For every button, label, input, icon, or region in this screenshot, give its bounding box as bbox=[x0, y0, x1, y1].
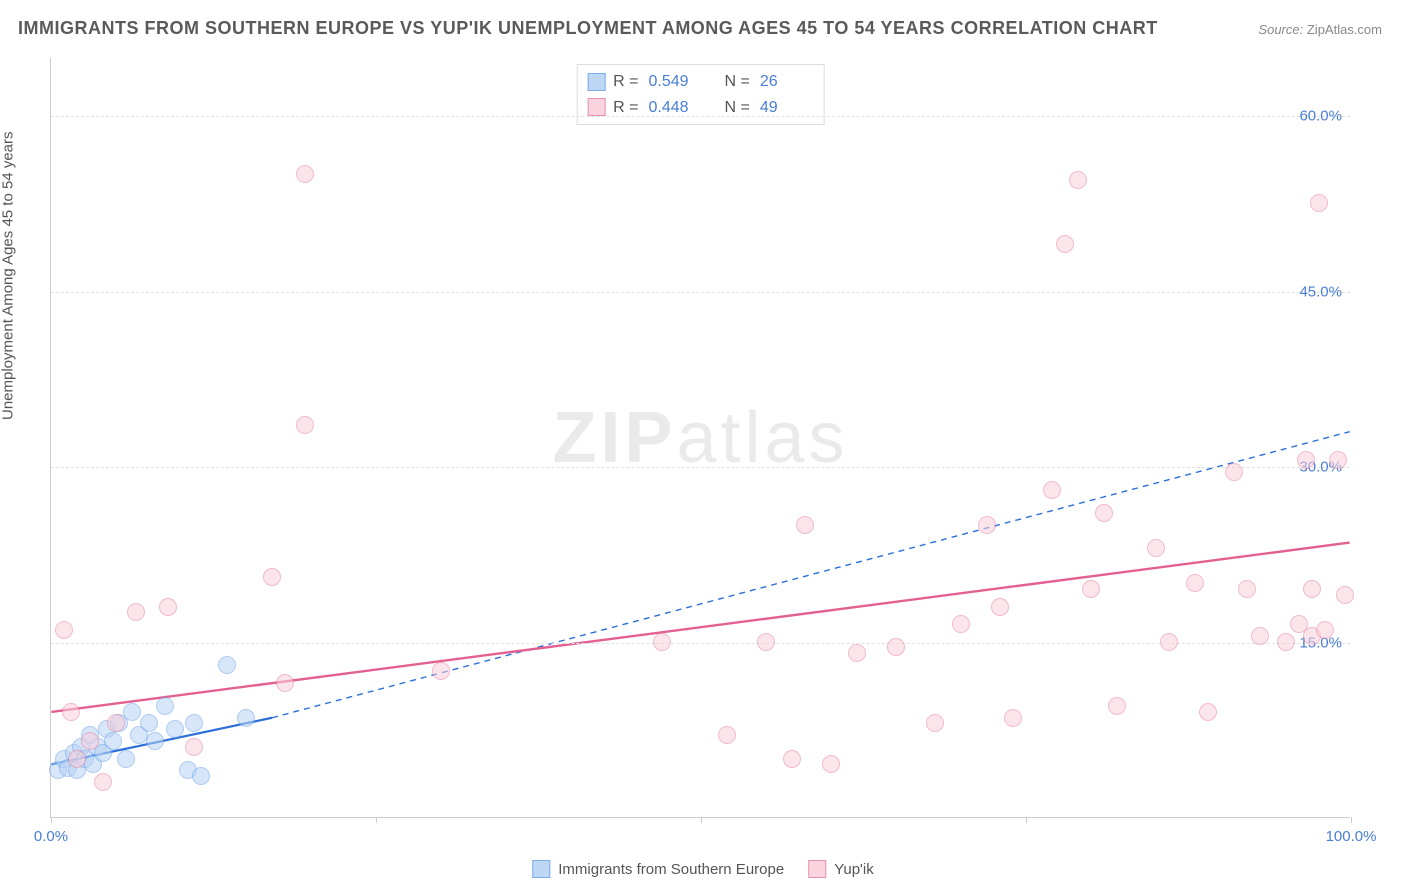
data-point-s2 bbox=[1238, 580, 1256, 598]
legend-row-s1: R = 0.549 N = 26 bbox=[587, 69, 814, 95]
legend-swatch-s1 bbox=[587, 73, 605, 91]
data-point-s2 bbox=[263, 568, 281, 586]
x-tick bbox=[376, 817, 377, 823]
data-point-s2 bbox=[1069, 171, 1087, 189]
data-point-s2 bbox=[1004, 709, 1022, 727]
data-point-s2 bbox=[107, 714, 125, 732]
gridline bbox=[51, 292, 1350, 293]
data-point-s1 bbox=[104, 732, 122, 750]
data-point-s1 bbox=[156, 697, 174, 715]
x-tick-label: 100.0% bbox=[1326, 828, 1377, 845]
data-point-s2 bbox=[1316, 621, 1334, 639]
data-point-s2 bbox=[68, 750, 86, 768]
data-point-s1 bbox=[117, 750, 135, 768]
data-point-s2 bbox=[718, 726, 736, 744]
source-label: Source: bbox=[1258, 22, 1303, 37]
data-point-s2 bbox=[1297, 451, 1315, 469]
y-axis-title: Unemployment Among Ages 45 to 54 years bbox=[0, 131, 17, 420]
data-point-s2 bbox=[1303, 580, 1321, 598]
data-point-s2 bbox=[185, 738, 203, 756]
data-point-s1 bbox=[146, 732, 164, 750]
data-point-s2 bbox=[159, 598, 177, 616]
data-point-s2 bbox=[432, 662, 450, 680]
gridline bbox=[51, 467, 1350, 468]
data-point-s2 bbox=[127, 603, 145, 621]
legend-n-value-s1: 26 bbox=[760, 69, 814, 95]
x-tick-label: 0.0% bbox=[34, 828, 68, 845]
legend-item-s2: Yup'ik bbox=[808, 860, 874, 878]
data-point-s1 bbox=[140, 714, 158, 732]
legend-item-s1: Immigrants from Southern Europe bbox=[532, 860, 784, 878]
data-point-s1 bbox=[123, 703, 141, 721]
data-point-s2 bbox=[653, 633, 671, 651]
data-point-s2 bbox=[296, 416, 314, 434]
legend-swatch-s2-bottom bbox=[808, 860, 826, 878]
chart-title: IMMIGRANTS FROM SOUTHERN EUROPE VS YUP'I… bbox=[18, 18, 1158, 39]
legend-series-name-s2: Yup'ik bbox=[834, 861, 874, 878]
legend-n-label: N = bbox=[725, 69, 750, 95]
data-point-s2 bbox=[276, 674, 294, 692]
watermark: ZIPatlas bbox=[552, 397, 848, 479]
x-tick bbox=[1026, 817, 1027, 823]
data-point-s2 bbox=[1329, 451, 1347, 469]
legend-r-value-s1: 0.549 bbox=[649, 69, 703, 95]
data-point-s2 bbox=[81, 732, 99, 750]
data-point-s2 bbox=[848, 644, 866, 662]
data-point-s2 bbox=[1199, 703, 1217, 721]
data-point-s2 bbox=[887, 638, 905, 656]
chart-plot-area: ZIPatlas R = 0.549 N = 26 R = 0.448 N = … bbox=[50, 58, 1350, 818]
source-value: ZipAtlas.com bbox=[1307, 22, 1382, 37]
data-point-s2 bbox=[757, 633, 775, 651]
trend-lines-layer bbox=[51, 58, 1350, 817]
gridline bbox=[51, 116, 1350, 117]
data-point-s2 bbox=[1160, 633, 1178, 651]
data-point-s2 bbox=[62, 703, 80, 721]
data-point-s1 bbox=[218, 656, 236, 674]
data-point-s2 bbox=[1082, 580, 1100, 598]
data-point-s2 bbox=[1336, 586, 1354, 604]
trend-line bbox=[51, 543, 1349, 712]
data-point-s2 bbox=[1108, 697, 1126, 715]
data-point-s2 bbox=[1147, 539, 1165, 557]
data-point-s2 bbox=[796, 516, 814, 534]
data-point-s2 bbox=[55, 621, 73, 639]
data-point-s2 bbox=[94, 773, 112, 791]
data-point-s2 bbox=[1277, 633, 1295, 651]
data-point-s2 bbox=[1251, 627, 1269, 645]
source-attribution: Source: ZipAtlas.com bbox=[1258, 22, 1382, 37]
legend-series-name-s1: Immigrants from Southern Europe bbox=[558, 861, 784, 878]
x-tick bbox=[1351, 817, 1352, 823]
data-point-s1 bbox=[185, 714, 203, 732]
data-point-s2 bbox=[296, 165, 314, 183]
data-point-s2 bbox=[1225, 463, 1243, 481]
data-point-s2 bbox=[952, 615, 970, 633]
data-point-s2 bbox=[926, 714, 944, 732]
y-tick-label: 45.0% bbox=[1299, 283, 1342, 300]
legend-swatch-s2 bbox=[587, 98, 605, 116]
data-point-s2 bbox=[1095, 504, 1113, 522]
data-point-s1 bbox=[166, 720, 184, 738]
data-point-s2 bbox=[1043, 481, 1061, 499]
data-point-s2 bbox=[991, 598, 1009, 616]
gridline bbox=[51, 643, 1350, 644]
data-point-s2 bbox=[1186, 574, 1204, 592]
data-point-s2 bbox=[783, 750, 801, 768]
data-point-s1 bbox=[237, 709, 255, 727]
legend-r-label: R = bbox=[613, 69, 638, 95]
series-legend: Immigrants from Southern Europe Yup'ik bbox=[532, 860, 874, 878]
x-tick bbox=[701, 817, 702, 823]
x-tick bbox=[51, 817, 52, 823]
y-tick-label: 60.0% bbox=[1299, 108, 1342, 125]
legend-swatch-s1-bottom bbox=[532, 860, 550, 878]
data-point-s2 bbox=[1310, 194, 1328, 212]
data-point-s1 bbox=[192, 767, 210, 785]
data-point-s2 bbox=[978, 516, 996, 534]
data-point-s2 bbox=[1056, 235, 1074, 253]
data-point-s2 bbox=[822, 755, 840, 773]
